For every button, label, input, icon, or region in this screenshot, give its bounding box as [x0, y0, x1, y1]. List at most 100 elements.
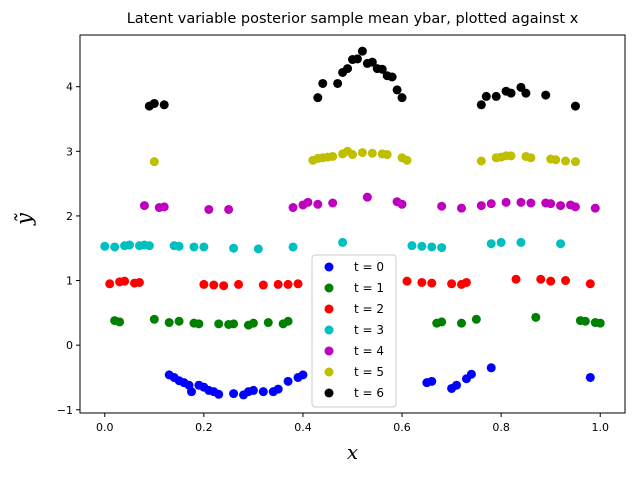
- chart-title: Latent variable posterior sample mean yb…: [126, 11, 579, 27]
- y-tick-label: 4: [66, 81, 73, 94]
- data-point: [437, 243, 447, 253]
- data-point: [506, 88, 516, 98]
- x-axis-label: x: [346, 440, 359, 464]
- legend-marker: [324, 283, 334, 293]
- data-point: [283, 316, 293, 326]
- data-point: [457, 203, 466, 213]
- legend-marker: [324, 346, 334, 356]
- data-point: [526, 198, 536, 208]
- y-axis-ticks: −1 0 1 2 3 4: [57, 81, 80, 417]
- data-point: [273, 279, 283, 289]
- data-point: [248, 385, 258, 395]
- data-point: [417, 277, 427, 287]
- legend-box: [311, 254, 397, 408]
- data-point: [457, 318, 466, 328]
- data-point: [476, 201, 486, 211]
- data-point: [561, 276, 571, 286]
- data-point: [288, 242, 298, 252]
- data-point: [427, 278, 437, 288]
- data-point: [476, 100, 486, 110]
- data-point: [318, 78, 328, 88]
- data-point: [258, 280, 268, 290]
- data-point: [595, 318, 605, 328]
- data-point: [417, 241, 427, 251]
- data-point: [471, 314, 481, 324]
- data-point: [209, 280, 219, 290]
- data-point: [149, 314, 159, 324]
- data-point: [476, 156, 486, 166]
- data-point: [481, 91, 491, 101]
- data-point: [313, 199, 323, 209]
- data-point: [149, 157, 159, 167]
- legend-marker: [324, 325, 334, 335]
- data-point: [585, 372, 595, 382]
- y-tick-label: 3: [66, 145, 73, 158]
- data-point: [174, 241, 184, 251]
- data-point: [526, 153, 536, 163]
- data-point: [328, 151, 338, 161]
- data-point: [288, 203, 298, 213]
- data-point: [447, 279, 457, 289]
- legend: t = 0 t = 1 t = 2 t = 3 t = 4 t = 5 t = 6: [311, 254, 397, 408]
- data-point: [224, 204, 234, 214]
- data-point: [551, 155, 561, 165]
- data-point: [570, 157, 580, 167]
- data-point: [437, 201, 447, 211]
- data-point: [298, 370, 308, 380]
- x-tick-label: 0.4: [294, 421, 312, 434]
- data-point: [466, 369, 476, 379]
- data-point: [516, 197, 526, 207]
- data-point: [328, 198, 338, 208]
- legend-marker: [324, 367, 334, 377]
- data-point: [159, 100, 169, 110]
- data-point: [229, 389, 239, 399]
- data-point: [585, 279, 595, 289]
- data-point: [556, 201, 566, 211]
- data-point: [382, 150, 392, 160]
- data-point: [204, 204, 214, 214]
- data-point: [199, 242, 209, 252]
- data-point: [570, 101, 580, 111]
- data-point: [531, 312, 541, 322]
- y-tick-label: −1: [57, 404, 73, 417]
- data-point: [486, 239, 496, 249]
- data-point: [164, 318, 174, 328]
- data-point: [189, 242, 199, 252]
- data-point: [258, 387, 268, 397]
- data-point: [348, 150, 357, 160]
- data-point: [461, 277, 471, 287]
- data-point: [248, 318, 258, 328]
- data-point: [570, 202, 580, 212]
- legend-label: t = 2: [354, 302, 384, 316]
- data-point: [229, 243, 239, 253]
- data-point: [115, 317, 125, 327]
- data-point: [100, 241, 110, 251]
- data-point: [283, 376, 293, 386]
- legend-label: t = 1: [354, 281, 384, 295]
- data-point: [496, 237, 506, 247]
- data-point: [283, 279, 293, 289]
- data-point: [199, 279, 209, 289]
- data-point: [174, 316, 184, 326]
- data-point: [546, 276, 556, 286]
- data-point: [352, 54, 362, 64]
- data-point: [367, 148, 377, 158]
- x-tick-label: 1.0: [591, 421, 609, 434]
- data-point: [377, 64, 387, 74]
- data-point: [397, 199, 407, 209]
- data-point: [120, 276, 130, 286]
- data-point: [110, 242, 120, 252]
- y-tick-label: 1: [66, 275, 73, 288]
- data-point: [219, 281, 229, 291]
- data-point: [186, 387, 196, 397]
- data-point: [590, 203, 600, 213]
- data-point: [139, 201, 149, 211]
- data-point: [561, 156, 571, 166]
- data-point: [541, 90, 551, 100]
- data-point: [491, 91, 501, 101]
- data-point: [234, 279, 244, 289]
- legend-label: t = 0: [354, 260, 384, 274]
- data-point: [427, 242, 437, 252]
- data-point: [486, 363, 496, 373]
